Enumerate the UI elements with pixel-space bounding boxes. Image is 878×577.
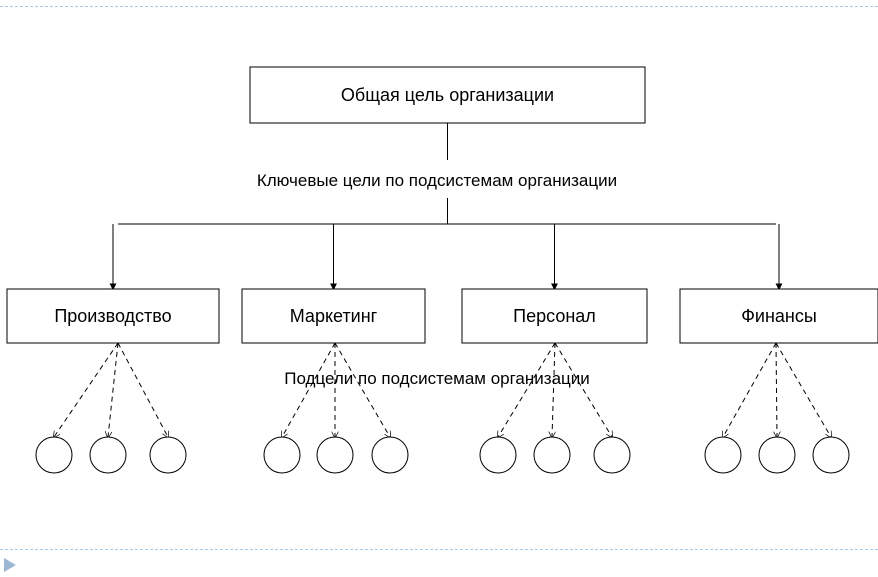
subsystem-box-2-label: Персонал [513,306,596,326]
leaf-circle-g0-2 [150,437,186,473]
edge-sub0-to-leaf2 [118,343,168,437]
edge-sub1-to-leaf0 [282,343,335,437]
edge-sub0-to-leaf1 [108,343,118,437]
subsystem-box-3-label: Финансы [741,306,817,326]
org-goals-tree-diagram: Общая цель организации Ключевые цели по п… [0,0,878,549]
leaf-circle-g0-0 [36,437,72,473]
leaf-circle-g1-0 [264,437,300,473]
leaf-circle-g3-2 [813,437,849,473]
leaf-circle-g3-0 [705,437,741,473]
leaf-circle-g3-1 [759,437,795,473]
edge-sub0-to-leaf0 [54,343,118,437]
edge-sub2-to-leaf1 [552,343,555,437]
leaf-circle-g2-1 [534,437,570,473]
bottom-dashed-rule [0,549,878,550]
edge-sub2-to-leaf0 [498,343,555,437]
level2-caption: Подцели по подсистемам организации [284,369,590,388]
subsystem-box-1-label: Маркетинг [290,306,378,326]
edge-sub3-to-leaf1 [776,343,777,437]
level1-caption: Ключевые цели по подсистемам организации [257,171,617,190]
leaf-circle-g2-0 [480,437,516,473]
edge-sub2-to-leaf2 [555,343,612,437]
edge-sub1-to-leaf2 [335,343,390,437]
leaf-circle-g0-1 [90,437,126,473]
edge-sub3-to-leaf2 [776,343,831,437]
subsystem-box-0-label: Производство [54,306,171,326]
root-box-label: Общая цель организации [341,85,554,105]
edge-sub3-to-leaf0 [723,343,776,437]
leaf-circle-g1-1 [317,437,353,473]
leaf-circle-g2-2 [594,437,630,473]
leaf-circle-g1-2 [372,437,408,473]
play-icon [4,558,18,577]
